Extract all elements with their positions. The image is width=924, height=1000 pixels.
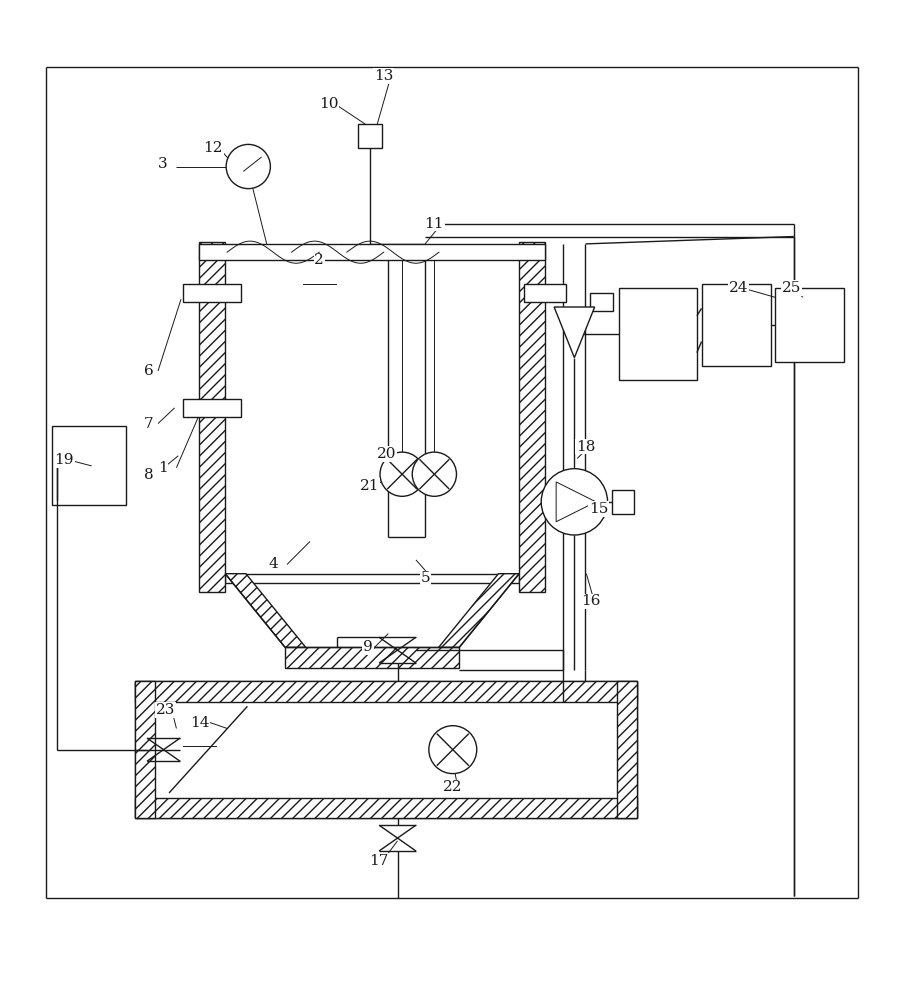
Bar <box>775 288 845 362</box>
Text: 1: 1 <box>158 461 167 475</box>
Text: 13: 13 <box>374 69 394 83</box>
Text: 16: 16 <box>581 594 601 608</box>
Text: 7: 7 <box>144 417 153 431</box>
Text: 23: 23 <box>155 703 175 717</box>
Text: 21: 21 <box>360 479 380 493</box>
Text: 3: 3 <box>158 157 167 171</box>
Text: 18: 18 <box>576 440 595 454</box>
Bar <box>200 244 545 260</box>
Text: 24: 24 <box>729 281 748 295</box>
Bar <box>135 798 637 818</box>
Text: 11: 11 <box>425 217 444 231</box>
Bar <box>183 284 241 302</box>
Bar <box>183 399 241 417</box>
Bar <box>618 288 697 380</box>
Bar <box>52 426 126 505</box>
Bar <box>286 647 459 668</box>
Text: 15: 15 <box>589 502 608 516</box>
Polygon shape <box>439 574 519 647</box>
Bar <box>590 293 614 311</box>
Bar <box>358 124 382 148</box>
Text: 10: 10 <box>319 97 338 111</box>
Text: 20: 20 <box>377 447 396 461</box>
Bar <box>701 284 771 366</box>
Polygon shape <box>554 307 595 358</box>
Circle shape <box>380 452 424 496</box>
Text: 14: 14 <box>189 716 209 730</box>
Text: 2: 2 <box>314 253 324 267</box>
Text: 8: 8 <box>144 468 153 482</box>
Text: 17: 17 <box>370 854 389 868</box>
Text: 5: 5 <box>420 571 430 585</box>
Bar <box>616 681 637 818</box>
Bar <box>613 490 634 514</box>
Text: 19: 19 <box>55 453 74 467</box>
Text: 4: 4 <box>268 557 278 571</box>
Text: 9: 9 <box>363 640 373 654</box>
Bar <box>519 242 545 592</box>
Bar <box>524 284 565 302</box>
Text: 25: 25 <box>782 281 801 295</box>
Polygon shape <box>225 574 306 647</box>
Text: 22: 22 <box>443 780 463 794</box>
Polygon shape <box>225 574 519 583</box>
Circle shape <box>429 726 477 774</box>
Circle shape <box>412 452 456 496</box>
Text: 12: 12 <box>203 141 223 155</box>
Circle shape <box>541 469 608 535</box>
Bar <box>200 242 225 592</box>
Text: 6: 6 <box>144 364 153 378</box>
Circle shape <box>226 144 271 189</box>
Bar <box>135 681 637 818</box>
Bar <box>135 681 637 702</box>
Bar <box>135 681 155 818</box>
